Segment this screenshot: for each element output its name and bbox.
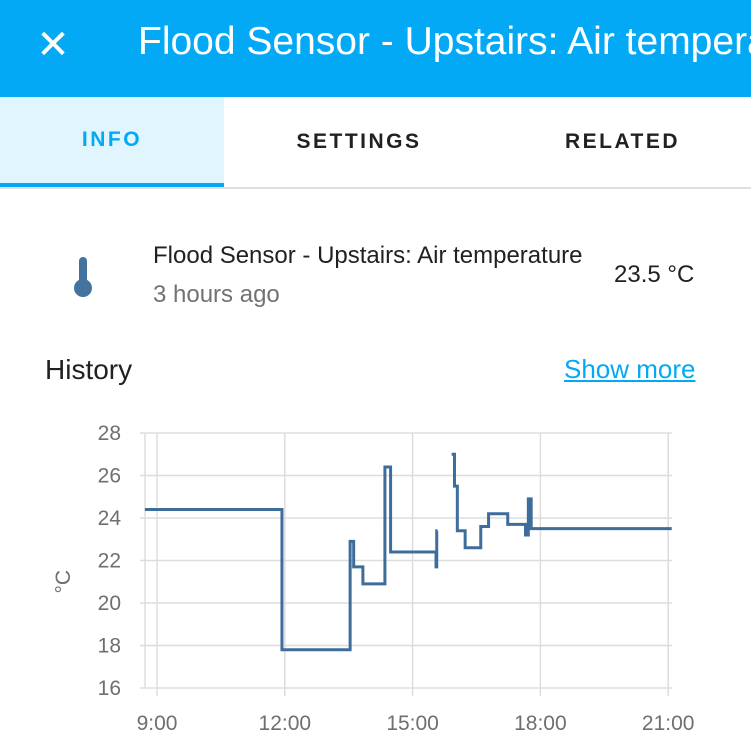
dialog-header: ✕ Flood Sensor - Upstairs: Air temperatu… — [0, 0, 751, 97]
x-tick-label: 12:00 — [259, 712, 312, 735]
y-tick-label: 16 — [98, 677, 121, 700]
dialog-title: Flood Sensor - Upstairs: Air temperature — [138, 20, 751, 63]
entity-state: 23.5 °C — [614, 261, 695, 288]
y-axis-label: °C — [52, 570, 75, 594]
temperature-series-line — [144, 465, 439, 652]
y-tick-label: 28 — [98, 422, 121, 445]
x-tick-label: 21:00 — [642, 712, 695, 735]
y-tick-label: 20 — [98, 592, 121, 615]
thermometer-icon — [74, 257, 92, 297]
y-tick-label: 26 — [98, 465, 121, 488]
tab-related[interactable]: RELATED — [564, 130, 681, 153]
history-title: History — [45, 354, 133, 385]
tab-bar: INFO SETTINGS RELATED — [0, 97, 751, 189]
x-tick-label: 15:00 — [386, 712, 439, 735]
close-icon[interactable]: ✕ — [36, 23, 70, 67]
y-tick-label: 22 — [98, 550, 121, 573]
history-chart: 16 18 20 22 24 26 28 9:00 12:00 15:00 18:00 21:00 °C — [52, 422, 695, 735]
x-tick-label: 9:00 — [137, 712, 178, 735]
y-tick-label: 18 — [98, 635, 121, 658]
temperature-series-line — [451, 452, 672, 550]
x-tick-label: 18:00 — [514, 712, 567, 735]
entity-name[interactable]: Flood Sensor - Upstairs: Air temperature — [153, 242, 583, 269]
last-changed: 3 hours ago — [153, 281, 280, 308]
y-tick-label: 24 — [98, 507, 122, 530]
tab-info[interactable]: INFO — [0, 97, 224, 187]
tab-settings[interactable]: SETTINGS — [296, 130, 422, 153]
show-more-link[interactable]: Show more — [564, 354, 696, 384]
